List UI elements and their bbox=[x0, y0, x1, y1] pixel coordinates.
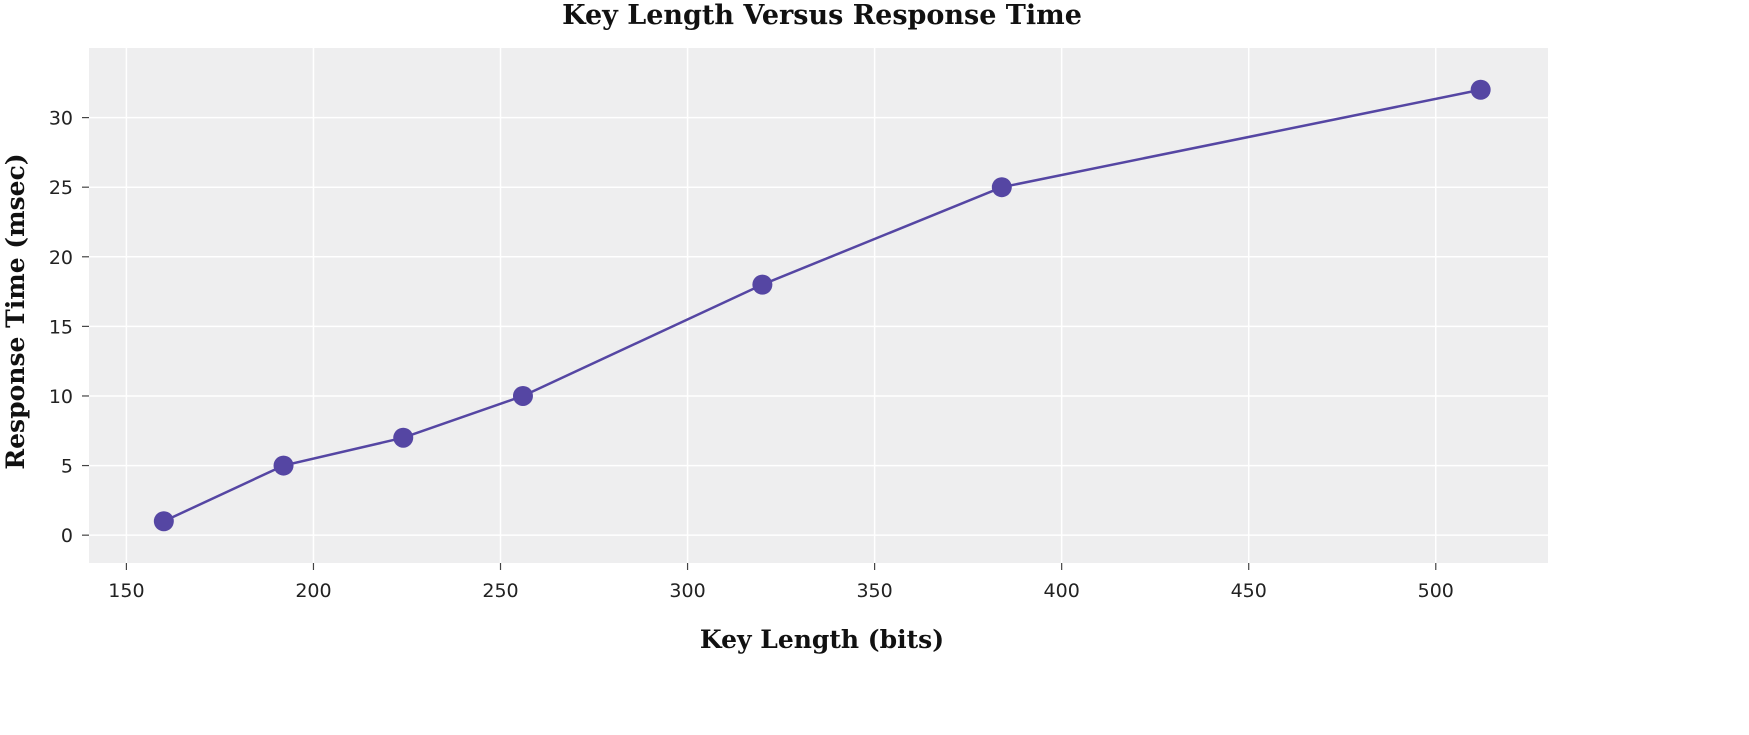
x-tick-label: 450 bbox=[1231, 580, 1267, 602]
data-point bbox=[512, 385, 533, 406]
data-point bbox=[752, 274, 773, 295]
x-tick-label: 400 bbox=[1044, 580, 1080, 602]
y-axis-label: Response Time (msec) bbox=[1, 153, 30, 469]
y-tick-label: 0 bbox=[61, 525, 73, 547]
data-point bbox=[991, 177, 1012, 198]
series-layer bbox=[153, 79, 1491, 532]
plot-area bbox=[89, 48, 1548, 563]
y-tick-label: 25 bbox=[49, 177, 73, 199]
data-point bbox=[153, 511, 174, 532]
x-tick-label: 150 bbox=[108, 580, 144, 602]
y-tick-label: 5 bbox=[61, 456, 73, 478]
data-point bbox=[393, 427, 414, 448]
data-point bbox=[1470, 79, 1491, 100]
y-tick-label: 20 bbox=[49, 247, 73, 269]
x-tick-label: 200 bbox=[295, 580, 331, 602]
tick-layer: 150 200 250 300 350 400 450 500 0 5 10 15 20 25 30 bbox=[49, 108, 1454, 602]
chart-title: Key Length Versus Response Time bbox=[562, 0, 1082, 31]
y-tick-label: 15 bbox=[49, 316, 73, 338]
x-tick-label: 500 bbox=[1418, 580, 1454, 602]
y-tick-label: 30 bbox=[49, 108, 73, 130]
x-tick-label: 350 bbox=[856, 580, 892, 602]
x-tick-label: 250 bbox=[482, 580, 518, 602]
data-point bbox=[273, 455, 294, 476]
y-tick-label: 10 bbox=[49, 386, 73, 408]
x-axis-label: Key Length (bits) bbox=[700, 625, 944, 654]
grid-layer bbox=[89, 48, 1548, 563]
x-tick-label: 300 bbox=[669, 580, 705, 602]
